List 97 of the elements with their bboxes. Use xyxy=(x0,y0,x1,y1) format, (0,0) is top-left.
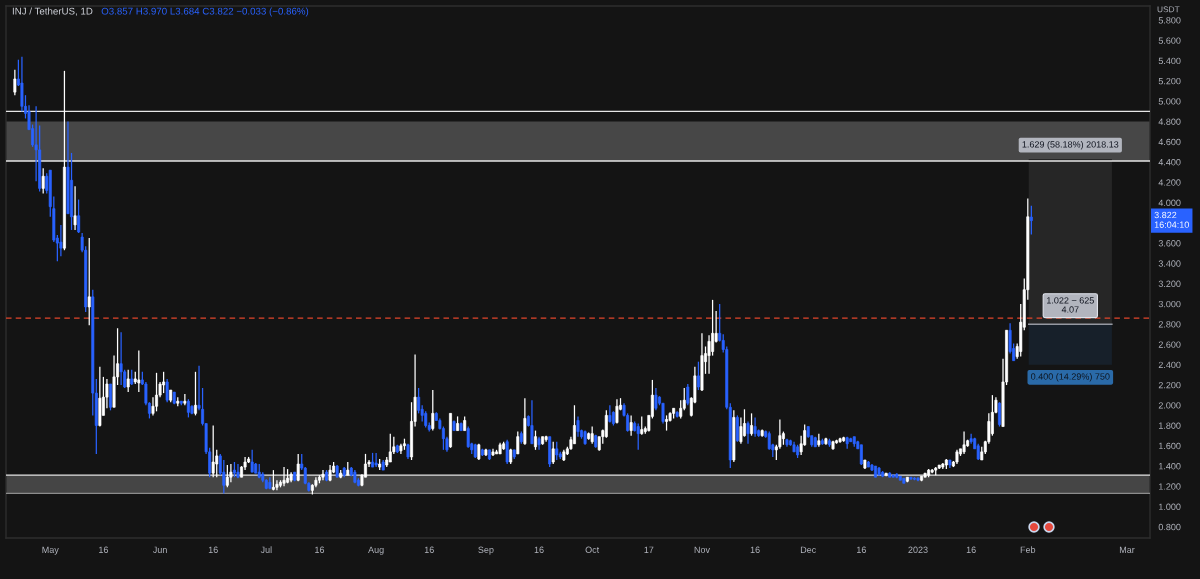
candlestick xyxy=(13,69,17,96)
candlestick xyxy=(576,415,580,438)
y-tick-label: 4.600 xyxy=(1158,138,1181,146)
x-tick-label: Aug xyxy=(368,546,384,555)
y-tick-label: 4.400 xyxy=(1158,159,1181,166)
candlestick xyxy=(551,441,555,465)
y-tick-label: 5.600 xyxy=(1158,37,1181,44)
candlestick xyxy=(70,152,74,231)
candlestick xyxy=(374,452,378,468)
candlestick xyxy=(534,429,537,451)
candlestick xyxy=(615,398,619,425)
candlestick xyxy=(225,464,229,488)
candlestick xyxy=(186,398,190,419)
data-label: 1.629 (58.18%) 2018.13 xyxy=(1022,140,1119,150)
y-tick-label: 1.800 xyxy=(1159,422,1181,429)
y-tick-label: 3.200 xyxy=(1158,280,1181,288)
candlestick xyxy=(735,414,739,443)
y-tick-label: 2.200 xyxy=(1158,381,1181,389)
candlestick xyxy=(753,416,757,438)
candlestick xyxy=(608,404,612,424)
y-tick-label: 5.400 xyxy=(1158,57,1181,65)
candlestick xyxy=(1029,205,1033,236)
candlestick xyxy=(109,383,112,411)
y-tick-label: 2.800 xyxy=(1158,321,1181,328)
x-tick-label: Sep xyxy=(478,546,494,555)
y-tick-label: 5.800 xyxy=(1158,17,1181,24)
candlestick xyxy=(162,371,166,394)
x-tick-label: 16 xyxy=(534,546,544,553)
candlestick xyxy=(119,331,123,386)
y-tick-label: 2.400 xyxy=(1158,361,1181,369)
y-tick-label: 2.000 xyxy=(1158,402,1181,409)
data-label: 0.400 (14.29%) 750 xyxy=(1031,373,1110,382)
x-tick-label: 2023 xyxy=(908,546,928,553)
candlestick xyxy=(604,409,608,439)
y-tick-label: 2.600 xyxy=(1158,341,1181,348)
candlestick xyxy=(530,399,534,445)
candlestick xyxy=(73,185,77,231)
y-tick-label: 3.000 xyxy=(1158,300,1181,308)
candlestick xyxy=(194,371,197,417)
y-tick-label: 1.200 xyxy=(1159,483,1181,490)
chart-subtitle: O3.857 H3.970 L3.684 C3.822 −0.033 (−0.86%) xyxy=(101,7,309,17)
candlestick xyxy=(211,424,215,478)
candlestick xyxy=(686,383,690,406)
x-tick-label: Jun xyxy=(152,546,167,553)
candlestick xyxy=(59,224,63,257)
candlestick xyxy=(229,463,233,483)
x-tick-label: May xyxy=(42,546,59,555)
x-tick-label: Mar xyxy=(1119,546,1135,553)
y-tick-label: 1.600 xyxy=(1159,442,1181,450)
candlestick xyxy=(41,167,45,195)
candlestick xyxy=(183,393,187,406)
y-axis-title: USDT xyxy=(1157,6,1180,13)
candlestick xyxy=(629,414,633,437)
x-tick-label: 16 xyxy=(315,546,325,553)
x-tick-label: 16 xyxy=(857,546,866,553)
candlestick xyxy=(321,469,325,481)
candlestick xyxy=(997,401,1001,428)
y-tick-label: 3.600 xyxy=(1158,240,1181,247)
y-tick-label: 4.200 xyxy=(1158,179,1181,186)
candlestick xyxy=(654,387,658,411)
y-tick-label: 5.200 xyxy=(1158,77,1181,85)
x-tick-label: Jul xyxy=(260,546,272,553)
x-tick-label: 16 xyxy=(208,546,218,553)
candlestick xyxy=(449,412,452,449)
x-tick-label: 16 xyxy=(966,546,976,553)
candlestick xyxy=(874,465,877,478)
candlestick xyxy=(282,466,286,487)
candlestick xyxy=(746,420,750,445)
candlestick xyxy=(679,399,683,420)
candlestick xyxy=(165,378,169,403)
candlestick xyxy=(388,433,392,463)
y-tick-label: 1.400 xyxy=(1159,463,1181,470)
candlestick xyxy=(417,387,421,414)
x-tick-label: Feb xyxy=(1020,546,1036,553)
y-tick-label: 1.000 xyxy=(1159,503,1181,510)
y-tick-label: 0.800 xyxy=(1158,523,1181,531)
text: 3.822 16:04:10 xyxy=(1154,211,1189,228)
x-tick-label: Dec xyxy=(800,546,817,553)
x-tick-label: 17 xyxy=(644,546,654,553)
candlestick xyxy=(466,425,470,449)
y-tick-label: 4.800 xyxy=(1158,118,1181,125)
annotation: 1.022 ~ 625 4.07 xyxy=(1047,297,1094,313)
y-tick-label: 3.400 xyxy=(1158,260,1181,267)
x-tick-label: 16 xyxy=(99,546,109,553)
candlestick xyxy=(750,412,754,437)
chart-title: INJ / TetherUS, 1D xyxy=(12,7,93,16)
y-tick-label: 5.000 xyxy=(1158,98,1181,105)
x-tick-label: 16 xyxy=(424,546,434,553)
y-tick-label: 4.000 xyxy=(1158,199,1181,206)
x-tick-label: Oct xyxy=(585,546,600,553)
x-tick-label: 16 xyxy=(750,546,760,553)
x-tick-label: Nov xyxy=(694,546,710,553)
candlestick xyxy=(77,198,81,234)
candlestick xyxy=(696,361,700,391)
candlestick xyxy=(969,433,973,445)
candlestick xyxy=(962,430,966,455)
candlestick xyxy=(325,469,329,482)
